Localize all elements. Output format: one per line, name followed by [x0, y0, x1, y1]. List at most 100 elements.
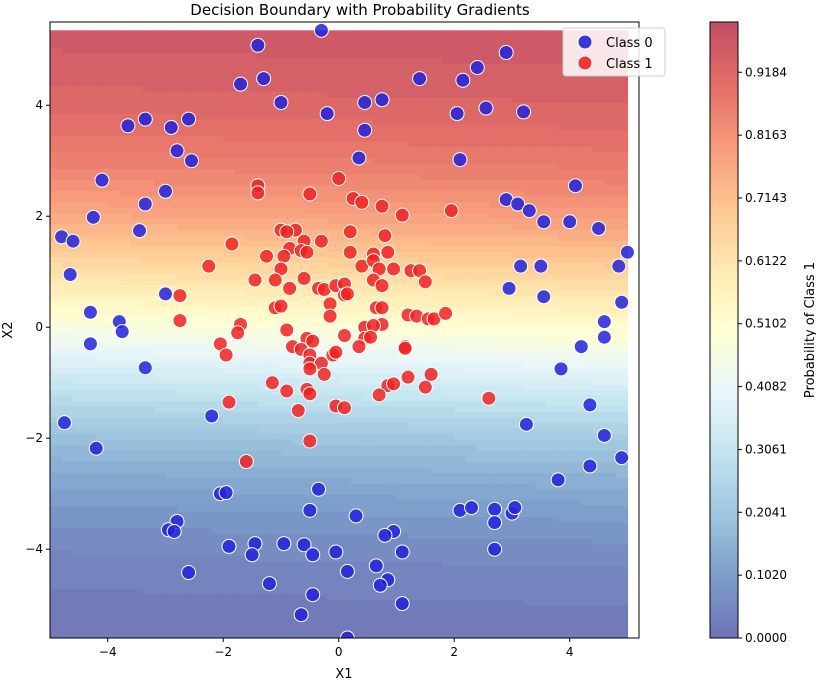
contour-cell — [119, 190, 132, 197]
contour-cell — [500, 577, 513, 584]
contour-cell — [454, 533, 467, 540]
contour-cell — [130, 566, 143, 573]
contour-cell — [442, 251, 455, 258]
contour-cell — [523, 129, 536, 136]
contour-cell — [304, 63, 317, 70]
contour-cell — [119, 267, 132, 274]
contour-cell — [488, 190, 502, 197]
contour-cell — [119, 301, 132, 308]
contour-cell — [96, 107, 109, 114]
contour-cell — [96, 483, 109, 490]
contour-cell — [350, 544, 363, 551]
contour-cell — [292, 599, 305, 606]
contour-cell — [153, 52, 167, 59]
contour-cell — [500, 466, 513, 473]
contour-cell — [327, 604, 340, 611]
contour-cell — [408, 223, 421, 230]
contour-cell — [511, 544, 525, 551]
contour-cell — [304, 35, 317, 42]
contour-cell — [431, 450, 444, 457]
contour-cell — [431, 615, 444, 623]
contour-cell — [465, 256, 478, 263]
contour-cell — [361, 422, 374, 429]
contour-cell — [165, 383, 178, 390]
contour-cell — [431, 185, 444, 192]
contour-cell — [350, 52, 363, 59]
contour-cell — [431, 146, 444, 153]
contour-cell — [61, 151, 74, 158]
contour-cell — [477, 494, 490, 501]
contour-cell — [396, 179, 409, 186]
contour-cell — [546, 499, 559, 507]
contour-cell — [84, 201, 97, 208]
contour-cell — [373, 129, 386, 136]
contour-cell — [546, 632, 559, 638]
contour-cell — [569, 610, 582, 617]
contour-cell — [350, 477, 363, 484]
contour-cell — [211, 389, 224, 396]
contour-cell — [431, 162, 444, 170]
contour-cell — [338, 626, 351, 634]
contour-cell — [246, 378, 259, 385]
contour-cell — [523, 488, 536, 495]
contour-cell — [269, 411, 282, 418]
contour-cell — [454, 334, 467, 341]
contour-cell — [246, 212, 259, 219]
contour-cell — [257, 301, 271, 308]
contour-cell — [165, 157, 178, 164]
contour-cell — [107, 494, 120, 501]
contour-cell — [61, 135, 74, 142]
contour-cell — [304, 74, 317, 81]
contour-cell — [535, 328, 548, 335]
contour-cell — [477, 582, 490, 589]
contour-cell — [246, 577, 259, 584]
contour-cell — [488, 317, 502, 324]
contour-cell — [338, 46, 351, 54]
contour-cell — [304, 477, 317, 484]
contour-cell — [396, 151, 409, 158]
contour-cell — [223, 85, 236, 92]
contour-cell — [361, 555, 374, 562]
contour-cell — [280, 560, 294, 567]
contour-cell — [558, 610, 571, 617]
contour-cell — [396, 85, 409, 92]
contour-cell — [477, 289, 490, 297]
contour-cell — [223, 582, 236, 589]
contour-cell — [408, 405, 421, 413]
contour-cell — [488, 488, 502, 495]
contour-cell — [408, 278, 421, 286]
contour-cell — [511, 378, 525, 385]
contour-cell — [223, 284, 236, 291]
contour-cell — [292, 289, 305, 297]
contour-cell — [257, 35, 271, 42]
contour-cell — [488, 151, 502, 158]
contour-cell — [200, 218, 213, 225]
contour-cell — [153, 483, 167, 490]
contour-cell — [500, 400, 513, 407]
contour-cell — [511, 483, 525, 490]
contour-cell — [280, 30, 294, 37]
contour-cell — [246, 444, 259, 451]
contour-cell — [177, 223, 190, 230]
contour-cell — [200, 505, 213, 512]
contour-cell — [511, 461, 525, 468]
contour-cell — [246, 400, 259, 407]
contour-cell — [188, 57, 201, 65]
contour-cell — [223, 383, 236, 390]
contour-cell — [188, 450, 201, 457]
contour-cell — [119, 433, 132, 440]
contour-cell — [454, 599, 467, 606]
contour-cell — [361, 400, 374, 407]
contour-cell — [315, 588, 328, 595]
contour-cell — [257, 417, 271, 424]
contour-cell — [315, 521, 328, 529]
contour-cell — [96, 207, 109, 214]
contour-cell — [546, 615, 559, 623]
contour-cell — [73, 212, 86, 219]
contour-cell — [153, 549, 167, 556]
contour-cell — [396, 30, 409, 37]
contour-cell — [361, 483, 374, 490]
contour-cell — [211, 582, 224, 589]
contour-cell — [84, 394, 97, 402]
contour-cell — [188, 394, 201, 402]
